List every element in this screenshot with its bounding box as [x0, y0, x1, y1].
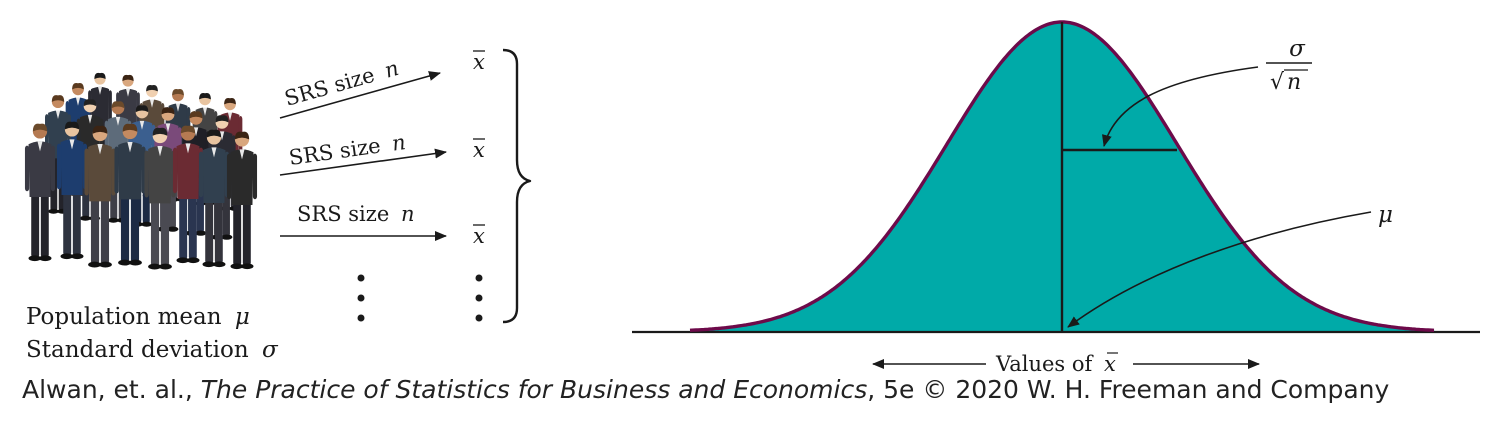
person-figure — [114, 123, 146, 266]
standard-error-radicand: n — [1287, 70, 1301, 95]
caption-authors: Alwan, et. al., — [22, 375, 201, 404]
crowd-of-people-illustration — [24, 72, 258, 270]
sample-mean-1: x — [473, 50, 485, 74]
standard-deviation-label: Standard deviation — [26, 337, 249, 363]
radical-sign: √ — [1270, 70, 1285, 95]
curly-brace — [502, 48, 532, 324]
sample-arrow-1 — [279, 71, 441, 119]
standard-deviation-line: Standard deviation σ — [26, 337, 279, 363]
mean-pointer-arrow — [1067, 211, 1372, 328]
person-figure — [144, 127, 176, 270]
population-mean-label: Population mean — [26, 304, 222, 330]
standard-deviation-symbol: σ — [262, 337, 279, 363]
standard-error-label: σ √ n — [1266, 36, 1312, 95]
caption-edition: , 5e © 2020 W. H. Freeman and Company — [867, 375, 1390, 404]
sample-label-3: SRS size n — [297, 202, 414, 226]
svg-text:x: x — [473, 224, 485, 248]
standard-error-numerator: σ — [1289, 36, 1306, 62]
person-figure — [226, 131, 258, 270]
svg-text:x: x — [473, 138, 485, 162]
caption-book-title: The Practice of Statistics for Business … — [200, 375, 868, 404]
person-figure — [84, 125, 116, 268]
sample-label-1: SRS size n — [282, 56, 402, 111]
axis-label: Values of x — [995, 352, 1116, 376]
sample-mean-2: x — [473, 138, 485, 162]
population-mean-symbol: μ — [235, 304, 250, 330]
person-figure — [56, 121, 88, 260]
figure-caption: Alwan, et. al., The Practice of Statisti… — [22, 375, 1389, 404]
person-figure — [198, 129, 230, 268]
person-figure — [172, 125, 204, 264]
standard-error-pointer-arrow — [1102, 66, 1259, 147]
sample-label-2: SRS size n — [287, 130, 407, 170]
sample-arrow-2 — [279, 148, 447, 176]
population-mean-line: Population mean μ — [26, 304, 250, 330]
person-figure — [24, 123, 56, 262]
sample-mean-3: x — [473, 224, 485, 248]
ellipsis-dots-left — [357, 274, 365, 322]
svg-text:x: x — [473, 50, 485, 74]
ellipsis-dots-right — [475, 274, 483, 322]
mean-symbol-label: μ — [1378, 202, 1393, 228]
